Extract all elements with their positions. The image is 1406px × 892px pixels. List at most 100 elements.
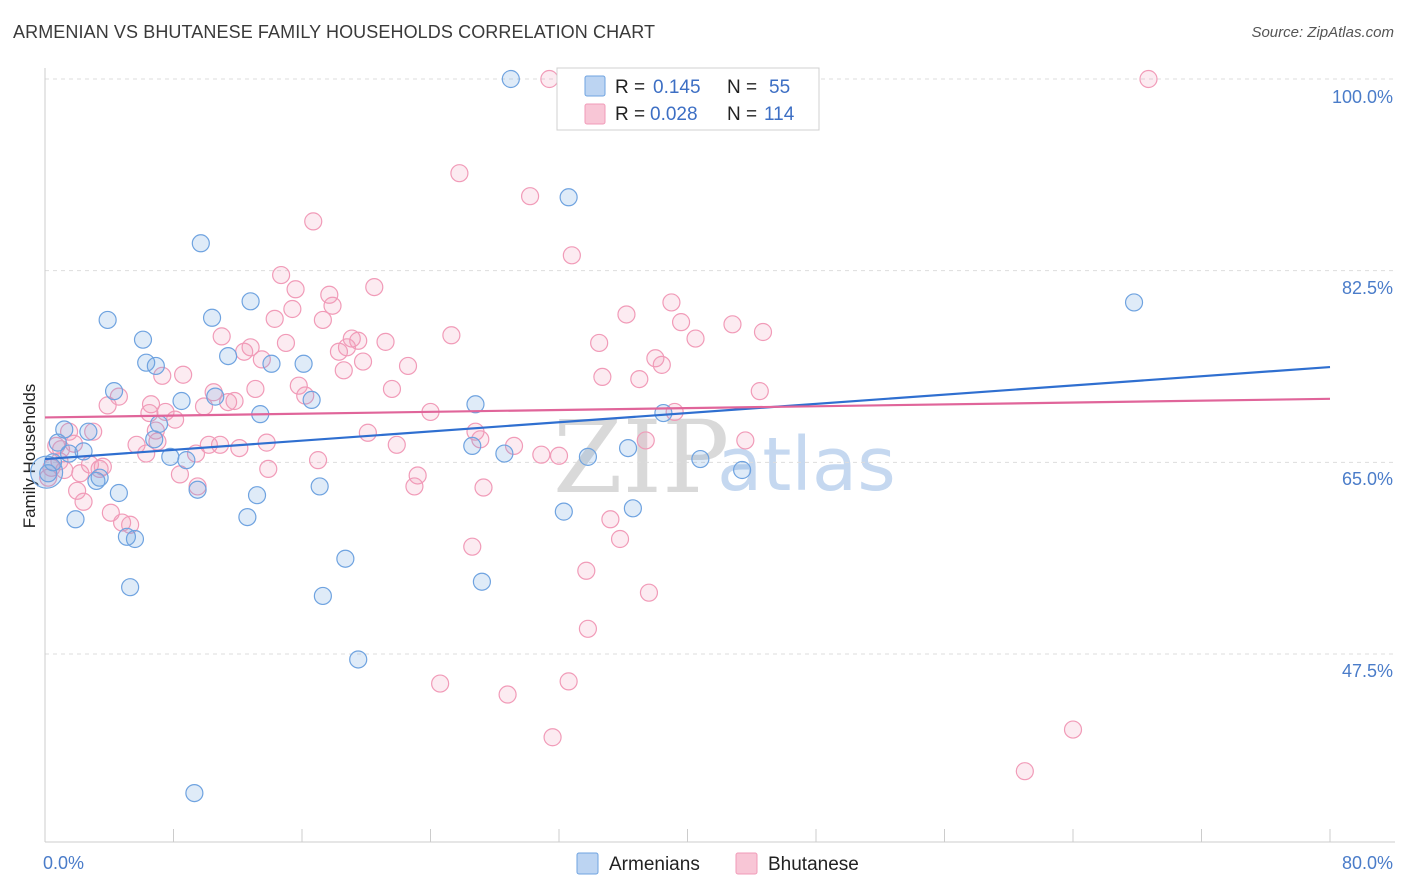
series-bhutanese-points	[39, 69, 1158, 781]
data-point-bhutanese	[246, 379, 265, 399]
data-point-armenians	[495, 444, 514, 463]
grid	[45, 78, 1395, 655]
data-point-armenians	[219, 346, 238, 366]
data-point-armenians	[336, 549, 355, 568]
data-point-armenians	[238, 507, 257, 527]
data-point-armenians	[146, 356, 165, 376]
data-point-armenians	[137, 353, 156, 372]
data-point-armenians	[472, 572, 491, 591]
data-point-bhutanese	[601, 510, 620, 529]
data-point-armenians	[109, 483, 128, 503]
data-point-armenians	[1124, 293, 1144, 312]
data-point-armenians	[310, 477, 329, 496]
data-point-armenians	[302, 390, 321, 410]
data-point-bhutanese	[313, 310, 332, 330]
data-point-armenians	[188, 480, 207, 499]
data-point-armenians	[247, 486, 267, 505]
data-point-armenians	[206, 387, 225, 406]
data-point-bhutanese	[365, 277, 384, 297]
data-point-armenians	[125, 529, 145, 549]
data-point-armenians	[55, 420, 74, 439]
data-point-bhutanese	[652, 355, 671, 374]
y-axis-label: Family Households	[20, 384, 39, 529]
legend-n-value-armenians: 55	[769, 77, 790, 98]
chart-source: Source: ZipAtlas.com	[1251, 24, 1394, 41]
data-point-bhutanese	[225, 391, 244, 411]
data-point-armenians	[578, 447, 598, 466]
data-point-bhutanese	[276, 333, 296, 353]
data-point-bhutanese	[1015, 762, 1034, 781]
data-point-armenians	[463, 436, 482, 456]
data-point-bhutanese	[753, 322, 773, 342]
data-point-armenians	[466, 395, 485, 414]
data-point-bhutanese	[265, 309, 284, 328]
data-point-bhutanese	[241, 338, 260, 357]
data-point-armenians	[121, 578, 140, 597]
legend-n-label-armenians: N =	[727, 77, 757, 98]
data-point-bhutanese	[286, 280, 305, 299]
data-point-bhutanese	[540, 69, 559, 89]
data-point-bhutanese	[520, 187, 540, 206]
data-point-bhutanese	[349, 331, 368, 350]
data-point-bhutanese	[662, 293, 681, 312]
data-point-bhutanese	[320, 285, 339, 304]
data-point-bhutanese	[543, 728, 562, 747]
bottom-legend: Armenians Bhutanese	[576, 852, 859, 875]
data-point-bhutanese	[166, 410, 185, 429]
data-point-armenians	[39, 464, 58, 483]
data-point-armenians	[313, 586, 332, 606]
x-ticks	[44, 829, 1331, 842]
legend-r-value-armenians: 0.145	[653, 77, 701, 98]
data-point-bhutanese	[376, 332, 395, 351]
data-point-bhutanese	[353, 352, 373, 371]
x-tick-label-min: 0.0%	[43, 853, 84, 873]
data-point-bhutanese	[1139, 69, 1158, 89]
legend-box: R = 0.145 N = 55 R = 0.028 N = 114	[556, 67, 820, 131]
data-point-armenians	[241, 292, 260, 311]
data-point-bhutanese	[210, 435, 230, 454]
data-point-bhutanese	[358, 423, 377, 442]
data-point-bhutanese	[723, 315, 742, 334]
series-armenians-points	[30, 69, 1144, 803]
data-point-bhutanese	[474, 478, 493, 497]
data-point-armenians	[691, 449, 710, 469]
data-point-armenians	[172, 391, 191, 411]
data-point-bhutanese	[498, 685, 517, 704]
data-point-bhutanese	[532, 445, 551, 464]
data-point-armenians	[733, 460, 752, 480]
data-point-bhutanese	[337, 338, 357, 357]
data-point-bhutanese	[323, 296, 342, 315]
y-tick-label-100: 100.0%	[1332, 87, 1393, 107]
data-point-bhutanese	[636, 431, 655, 450]
data-point-bhutanese	[71, 464, 90, 483]
data-point-bhutanese	[382, 379, 402, 399]
data-point-bhutanese	[74, 492, 93, 511]
data-point-bhutanese	[442, 326, 461, 345]
legend-r-label-bhutanese: R =	[615, 104, 645, 125]
data-point-bhutanese	[646, 349, 665, 368]
data-point-bhutanese	[593, 367, 612, 387]
data-point-bhutanese	[174, 365, 193, 384]
data-point-armenians	[90, 468, 109, 487]
data-point-armenians	[618, 438, 638, 458]
data-point-bhutanese	[450, 164, 469, 183]
data-point-bhutanese	[590, 333, 609, 353]
data-point-armenians	[149, 414, 169, 434]
legend-r-label-armenians: R =	[615, 77, 645, 98]
data-point-bhutanese	[64, 434, 84, 453]
bottom-legend-label-bhutanese: Bhutanese	[768, 854, 859, 875]
data-point-bhutanese	[405, 477, 424, 496]
data-point-armenians	[177, 451, 196, 470]
data-point-bhutanese	[671, 313, 691, 332]
y-tick-label-47-5: 47.5%	[1342, 661, 1393, 681]
data-point-armenians	[654, 403, 673, 423]
data-point-bhutanese	[289, 376, 308, 395]
data-point-bhutanese	[387, 435, 406, 454]
data-point-bhutanese	[577, 561, 596, 580]
data-point-bhutanese	[153, 366, 172, 385]
data-point-bhutanese	[308, 451, 328, 470]
data-point-armenians	[202, 308, 222, 327]
data-point-bhutanese	[84, 422, 103, 441]
legend-swatch-armenians	[584, 75, 606, 97]
